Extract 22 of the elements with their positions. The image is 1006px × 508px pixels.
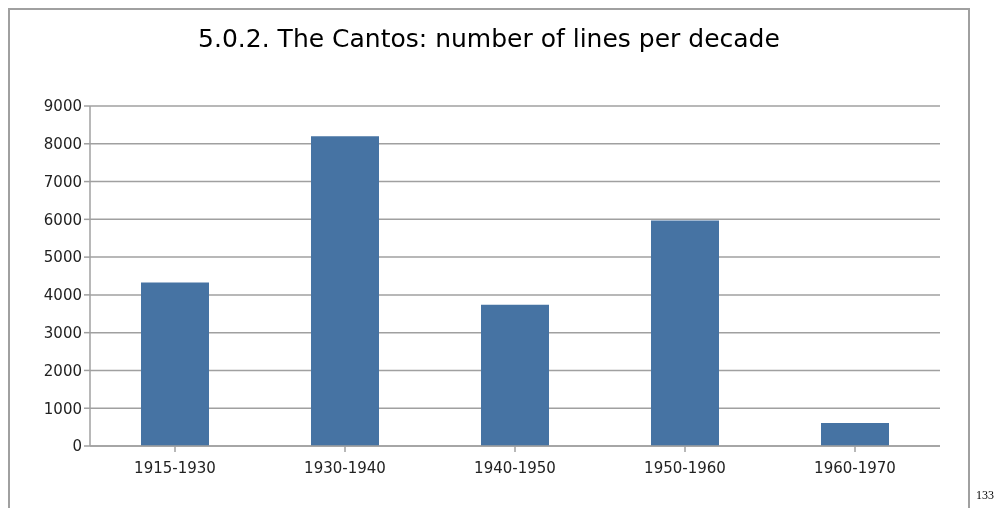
y-tick-label: 6000	[43, 210, 82, 229]
x-tick-label: 1930-1940	[304, 458, 386, 477]
y-tick-label: 7000	[43, 172, 82, 191]
y-tick-label: 8000	[43, 135, 82, 154]
bar	[651, 220, 719, 446]
x-tick-label: 1960-1970	[814, 458, 896, 477]
x-tick-label: 1915-1930	[134, 458, 216, 477]
y-tick-label: 2000	[43, 361, 82, 380]
y-tick-label: 5000	[43, 248, 82, 267]
text: 133	[976, 488, 994, 503]
x-tick-label: 1940-1950	[474, 458, 556, 477]
x-tick-label: 1950-1960	[644, 458, 726, 477]
y-tick-label: 1000	[43, 399, 82, 418]
bar	[821, 422, 889, 446]
bar	[141, 282, 209, 446]
y-tick-label: 3000	[43, 323, 82, 342]
y-tick-label: 9000	[43, 97, 82, 116]
y-tick-label: 0	[72, 437, 82, 456]
bar	[311, 136, 379, 446]
y-tick-label: 4000	[43, 286, 82, 305]
bar	[481, 304, 549, 446]
chart-title: 5.0.2. The Cantos: number of lines per decade	[197, 24, 781, 53]
